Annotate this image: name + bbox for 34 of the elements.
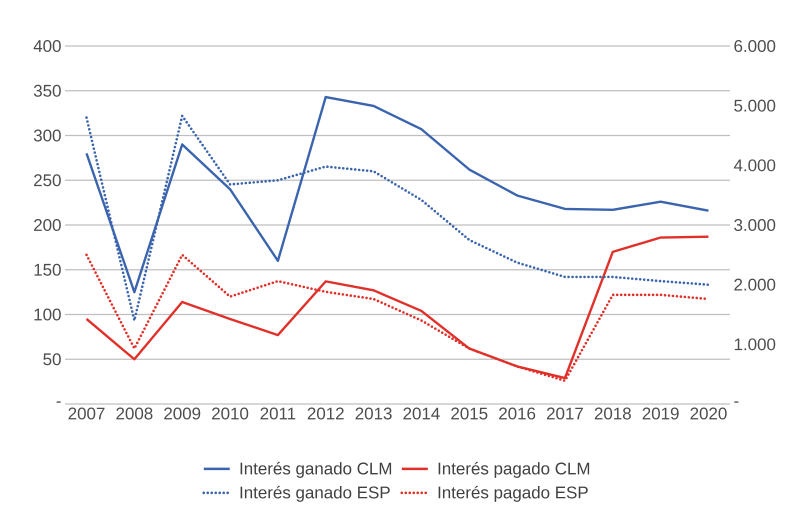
y2-tick-label: 2.000 xyxy=(734,278,776,291)
y-tick-label: 250 xyxy=(34,174,61,186)
x-tick-label: 2017 xyxy=(546,408,583,420)
x-tick-label: 2015 xyxy=(451,408,488,420)
legend-label: Interés ganado ESP xyxy=(240,486,390,502)
y2-tick-label: - xyxy=(734,401,738,403)
x-tick-label: 2019 xyxy=(642,408,679,420)
y-tick-label: - xyxy=(56,401,61,403)
y-tick-label: 300 xyxy=(34,130,61,142)
y2-tick-label: 3.000 xyxy=(734,219,776,232)
x-tick-label: 2020 xyxy=(690,408,727,420)
y-tick-label: 50 xyxy=(43,353,61,366)
y-tick-label: 100 xyxy=(34,308,61,321)
x-tick-label: 2013 xyxy=(356,408,392,420)
x-tick-label: 2007 xyxy=(68,408,104,420)
y-tick-label: 200 xyxy=(34,219,61,232)
x-tick-label: 2014 xyxy=(403,408,440,420)
x-tick-label: 2016 xyxy=(499,408,536,420)
x-tick-label: 2012 xyxy=(308,408,344,420)
y2-tick-label: 6.000 xyxy=(734,40,776,52)
x-tick-label: 2009 xyxy=(164,408,200,420)
y-tick-label: 400 xyxy=(34,40,61,52)
x-tick-label: 2018 xyxy=(594,408,631,420)
y2-tick-label: 1.000 xyxy=(734,338,776,350)
legend-label: Interés pagado CLM xyxy=(438,462,590,478)
x-tick-label: 2008 xyxy=(116,408,152,420)
y2-tick-label: 5.000 xyxy=(734,100,776,112)
legend-label: Interés pagado ESP xyxy=(438,486,588,502)
y-tick-label: 350 xyxy=(34,84,61,97)
y-tick-label: 150 xyxy=(34,264,61,276)
x-tick-label: 2011 xyxy=(260,408,296,420)
legend-label: Interés ganado CLM xyxy=(240,462,392,478)
x-tick-label: 2010 xyxy=(212,408,248,420)
y2-tick-label: 4.000 xyxy=(734,159,776,172)
